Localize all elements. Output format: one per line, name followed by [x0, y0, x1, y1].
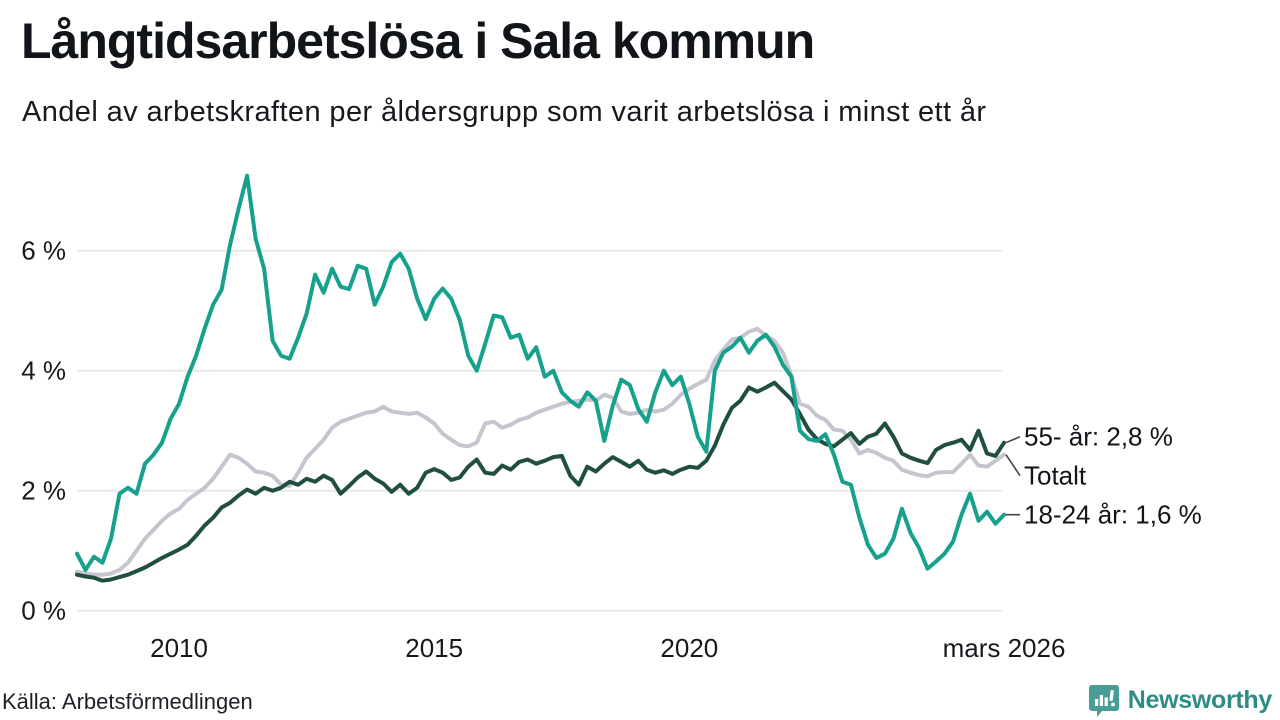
series-end-label-55-r: 55- år: 2,8 % — [1024, 421, 1173, 452]
x-tick-label: 2015 — [405, 633, 464, 663]
y-tick-label: 0 % — [21, 595, 66, 626]
series-line-18-24-r — [75, 173, 1006, 572]
series-end-label-totalt: Totalt — [1024, 460, 1087, 491]
brand-name: Newsworthy — [1127, 685, 1273, 714]
page-title: Långtidsarbetslösa i Sala kommun — [21, 13, 815, 69]
label-connector — [1005, 454, 1021, 477]
x-tick-label: mars 2026 — [942, 633, 1066, 663]
y-tick-label: 6 % — [21, 235, 66, 266]
y-tick-label: 4 % — [21, 355, 66, 386]
page-subtitle: Andel av arbetskraften per åldersgrupp s… — [22, 96, 987, 128]
source-note: Källa: Arbetsförmedlingen — [2, 689, 253, 714]
series-line-totalt — [75, 326, 1006, 577]
series-line-55-r — [75, 380, 1006, 583]
x-tick-label: 2010 — [150, 633, 208, 663]
label-connector — [1005, 435, 1021, 444]
brand-lockup: Newsworthy — [1087, 683, 1272, 717]
y-tick-label: 2 % — [21, 475, 66, 506]
x-tick-label: 2020 — [660, 633, 719, 663]
newsworthy-chart-bubble-icon — [1088, 685, 1119, 717]
series-end-label-18-24-r: 18-24 år: 1,6 % — [1024, 499, 1202, 530]
